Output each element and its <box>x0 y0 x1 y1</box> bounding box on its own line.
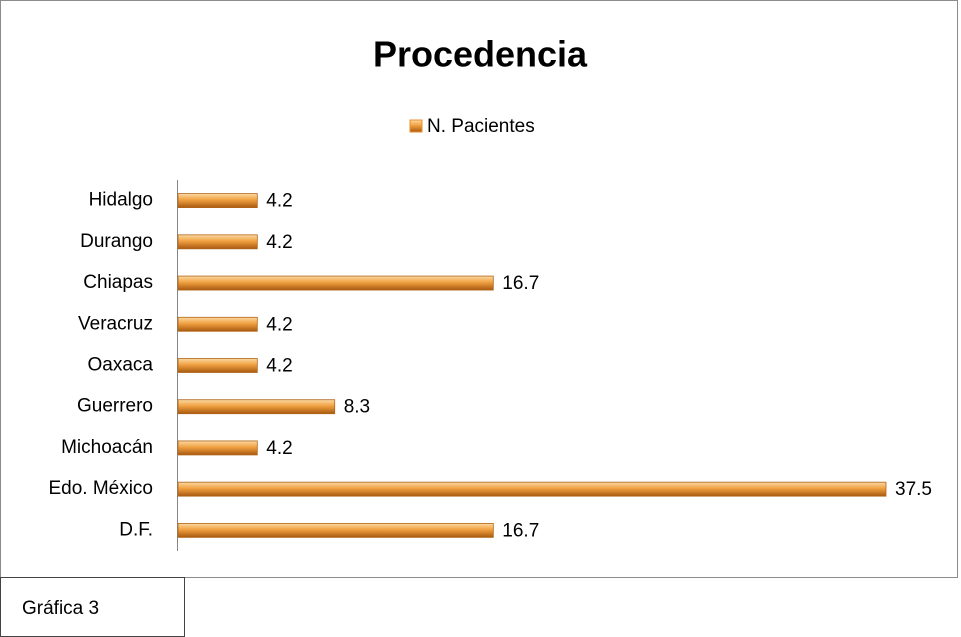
caption-frame <box>0 577 185 637</box>
value-label: 4.2 <box>266 438 292 459</box>
bar <box>177 522 494 538</box>
bar <box>177 358 258 373</box>
bar <box>177 316 258 332</box>
value-label: 4.2 <box>266 314 292 335</box>
chart-title: Procedencia <box>373 34 588 75</box>
caption: Gráfica 3 <box>22 598 99 619</box>
y-tick-label: Durango <box>80 231 153 252</box>
value-label: 8.3 <box>344 397 370 418</box>
y-tick-label: Chiapas <box>83 272 153 293</box>
bar <box>177 193 258 209</box>
value-label: 37.5 <box>895 479 932 500</box>
value-label: 4.2 <box>266 191 292 212</box>
y-tick-label: Veracruz <box>78 313 153 334</box>
legend-label: N. Pacientes <box>427 116 535 137</box>
y-tick-label: Hidalgo <box>89 190 153 211</box>
bar <box>177 481 887 497</box>
bar <box>177 440 258 456</box>
y-tick-label: D.F. <box>119 519 153 540</box>
value-label: 4.2 <box>266 232 292 253</box>
y-tick-label: Guerrero <box>77 396 153 417</box>
y-tick-label: Michoacán <box>61 437 153 458</box>
value-label: 16.7 <box>502 273 539 294</box>
legend-swatch <box>409 119 423 133</box>
bar <box>177 399 336 415</box>
bar <box>177 234 258 250</box>
y-tick-label: Edo. México <box>48 478 153 499</box>
y-tick-label: Oaxaca <box>88 355 154 376</box>
bar <box>177 275 494 291</box>
value-label: 16.7 <box>502 520 539 541</box>
value-label: 4.2 <box>266 356 292 377</box>
